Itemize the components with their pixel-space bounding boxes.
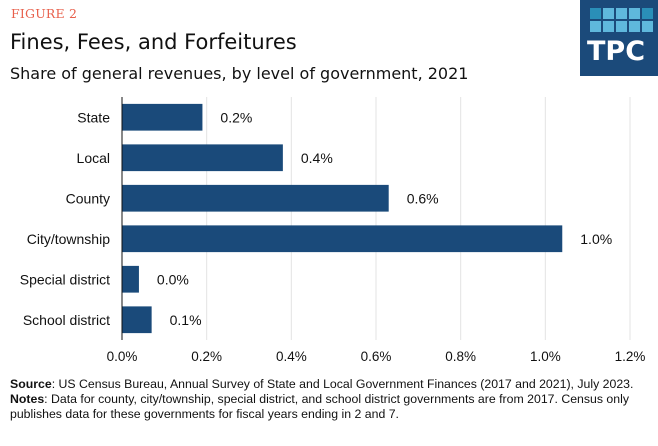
x-tick-label: 0.2% — [191, 349, 222, 364]
category-label: Local — [77, 150, 110, 166]
notes-note: Notes: Data for county, city/township, s… — [10, 392, 629, 421]
x-tick-label: 1.2% — [615, 349, 646, 364]
category-label: City/township — [27, 231, 110, 247]
logo-tile — [629, 21, 640, 32]
x-tick-label: 0.4% — [276, 349, 307, 364]
logo-tile — [616, 21, 627, 32]
logo-tile — [616, 8, 627, 19]
category-label: School district — [23, 312, 110, 328]
logo-tile — [590, 8, 601, 19]
category-label: Special district — [20, 271, 110, 287]
x-tick-label: 1.0% — [530, 349, 561, 364]
logo-tile — [642, 21, 653, 32]
data-label: 0.4% — [301, 150, 333, 166]
footnotes: Source: US Census Bureau, Annual Survey … — [10, 377, 650, 422]
data-label: 0.2% — [220, 109, 252, 125]
bar — [122, 265, 139, 293]
category-label: County — [66, 190, 110, 206]
x-tick-label: 0.8% — [445, 349, 476, 364]
chart-subtitle: Share of general revenues, by level of g… — [10, 64, 469, 83]
chart-title: Fines, Fees, and Forfeitures — [10, 30, 297, 54]
category-label: State — [77, 109, 110, 125]
data-label: 0.1% — [170, 312, 202, 328]
logo-tile — [629, 8, 640, 19]
logo-tile — [603, 21, 614, 32]
bar — [122, 103, 203, 131]
bar — [122, 184, 389, 212]
logo-tile — [642, 8, 653, 19]
x-tick-label: 0.0% — [107, 349, 138, 364]
bar — [122, 144, 283, 172]
logo-text: TPC — [587, 36, 646, 67]
logo-tile — [603, 8, 614, 19]
x-tick-label: 0.6% — [361, 349, 392, 364]
figure-label: FIGURE 2 — [11, 6, 78, 21]
bar — [122, 225, 563, 253]
data-label: 0.0% — [157, 271, 189, 287]
bar — [122, 306, 152, 334]
data-label: 0.6% — [407, 190, 439, 206]
bar-chart: State Local County City/township Special dis… — [20, 97, 646, 364]
logo-tile — [590, 21, 601, 32]
data-label: 1.0% — [580, 231, 612, 247]
tpc-logo: TPC — [580, 0, 658, 76]
source-note: Source: US Census Bureau, Annual Survey … — [10, 377, 634, 391]
